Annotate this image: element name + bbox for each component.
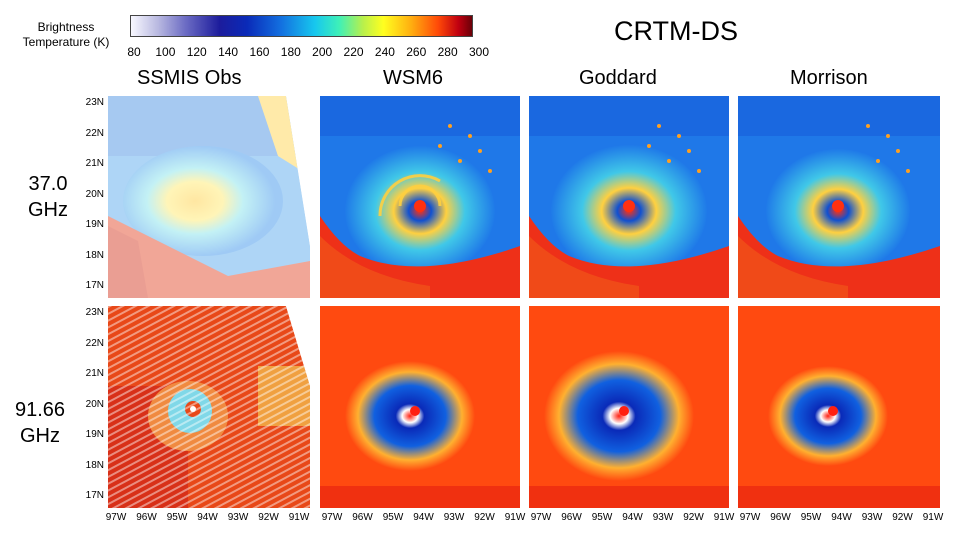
panel-wsm6-37ghz — [320, 96, 520, 298]
lon-label-96W: 96W — [770, 512, 791, 523]
lon-label-95W: 95W — [800, 512, 822, 523]
lon-label-92W: 92W — [892, 512, 913, 523]
panel-wsm6-91ghz — [320, 306, 520, 508]
lat-label-21N: 21N — [85, 368, 104, 379]
lon-label-92W: 92W — [474, 512, 495, 523]
longitude-axis-morrison: 97W 96W 95W 94W 93W 92W 91W — [736, 512, 946, 526]
lon-label-97W: 97W — [321, 512, 343, 523]
lon-label-96W: 96W — [561, 512, 582, 523]
lon-label-97W: 97W — [105, 512, 127, 523]
lon-label-91W: 91W — [713, 512, 735, 523]
lat-label-21N: 21N — [85, 158, 104, 169]
lat-label-22N: 22N — [85, 127, 104, 139]
panel-morrison-37ghz — [738, 96, 940, 298]
panel-morrison-91ghz — [738, 306, 940, 508]
longitude-axis-obs: 97W 96W 95W 94W 93W 92W 91W — [102, 512, 312, 526]
lat-label-17N: 17N — [85, 490, 104, 501]
lon-label-93W: 93W — [443, 512, 465, 523]
row-label-91ghz-line2: GHz — [20, 425, 60, 447]
row-label-91ghz-line1: 91.66 — [14, 399, 66, 421]
latitude-axis-top: 23N 22N 21N 20N 19N 18N 17N — [70, 96, 104, 296]
colorbar-title-line2: Temperature (K) — [22, 35, 110, 49]
colorbar-tick-200: 200 — [312, 45, 333, 59]
lat-label-22N: 22N — [85, 337, 104, 349]
row-label-91ghz: 91.66 GHz — [8, 397, 72, 449]
lon-label-92W: 92W — [258, 512, 279, 523]
lon-label-94W: 94W — [622, 512, 643, 523]
column-title-morrison: Morrison — [790, 67, 868, 89]
lat-label-18N: 18N — [85, 459, 104, 471]
lat-label-18N: 18N — [85, 249, 104, 261]
colorbar-tick-180: 180 — [280, 45, 301, 59]
lon-label-94W: 94W — [831, 512, 852, 523]
lon-label-94W: 94W — [413, 512, 434, 523]
longitude-axis-goddard: 97W 96W 95W 94W 93W 92W 91W — [527, 512, 737, 526]
latitude-axis-bottom: 23N 22N 21N 20N 19N 18N 17N — [70, 306, 104, 506]
lat-label-19N: 19N — [85, 429, 104, 440]
lat-label-17N: 17N — [85, 280, 104, 291]
colorbar-tick-100: 100 — [155, 45, 176, 59]
colorbar-tick-240: 240 — [374, 45, 395, 59]
lon-label-91W: 91W — [922, 512, 944, 523]
colorbar-tick-140: 140 — [218, 45, 239, 59]
longitude-axis-wsm6: 97W 96W 95W 94W 93W 92W 91W — [318, 512, 528, 526]
column-title-obs: SSMIS Obs — [137, 67, 242, 89]
colorbar-tick-160: 160 — [249, 45, 270, 59]
panel-obs-91ghz — [108, 306, 310, 508]
lon-label-96W: 96W — [136, 512, 157, 523]
colorbar-ticks: 80 100 120 140 160 180 200 220 240 260 280 300 — [124, 45, 489, 61]
colorbar-tick-80: 80 — [127, 45, 141, 59]
lat-label-23N: 23N — [85, 307, 104, 318]
lon-label-94W: 94W — [197, 512, 218, 523]
lon-label-97W: 97W — [530, 512, 552, 523]
lon-label-95W: 95W — [382, 512, 404, 523]
lon-label-96W: 96W — [352, 512, 373, 523]
lat-label-20N: 20N — [85, 188, 104, 200]
lon-label-93W: 93W — [652, 512, 674, 523]
lon-label-95W: 95W — [166, 512, 188, 523]
lat-label-23N: 23N — [85, 97, 104, 108]
column-title-goddard: Goddard — [579, 67, 657, 89]
colorbar-tick-120: 120 — [186, 45, 207, 59]
colorbar — [130, 15, 473, 37]
lon-label-97W: 97W — [739, 512, 761, 523]
colorbar-tick-220: 220 — [343, 45, 364, 59]
lon-label-93W: 93W — [227, 512, 249, 523]
lon-label-95W: 95W — [591, 512, 613, 523]
row-label-37ghz-line2: GHz — [28, 199, 68, 221]
row-label-37ghz: 37.0 GHz — [16, 171, 80, 223]
lon-label-93W: 93W — [861, 512, 883, 523]
panel-goddard-91ghz — [529, 306, 729, 508]
lon-label-92W: 92W — [683, 512, 704, 523]
colorbar-title: Brightness Temperature (K) — [10, 20, 122, 50]
panel-obs-37ghz — [108, 96, 310, 298]
group-title: CRTM-DS — [614, 16, 738, 46]
lat-label-19N: 19N — [85, 219, 104, 230]
colorbar-tick-260: 260 — [406, 45, 427, 59]
row-label-37ghz-line1: 37.0 — [28, 173, 68, 195]
column-title-wsm6: WSM6 — [383, 67, 443, 89]
lon-label-91W: 91W — [288, 512, 310, 523]
lon-label-91W: 91W — [504, 512, 526, 523]
colorbar-tick-300: 300 — [468, 45, 490, 59]
lat-label-20N: 20N — [85, 398, 104, 410]
colorbar-title-line1: Brightness — [37, 20, 95, 34]
panel-goddard-37ghz — [529, 96, 729, 298]
colorbar-tick-280: 280 — [437, 45, 458, 59]
